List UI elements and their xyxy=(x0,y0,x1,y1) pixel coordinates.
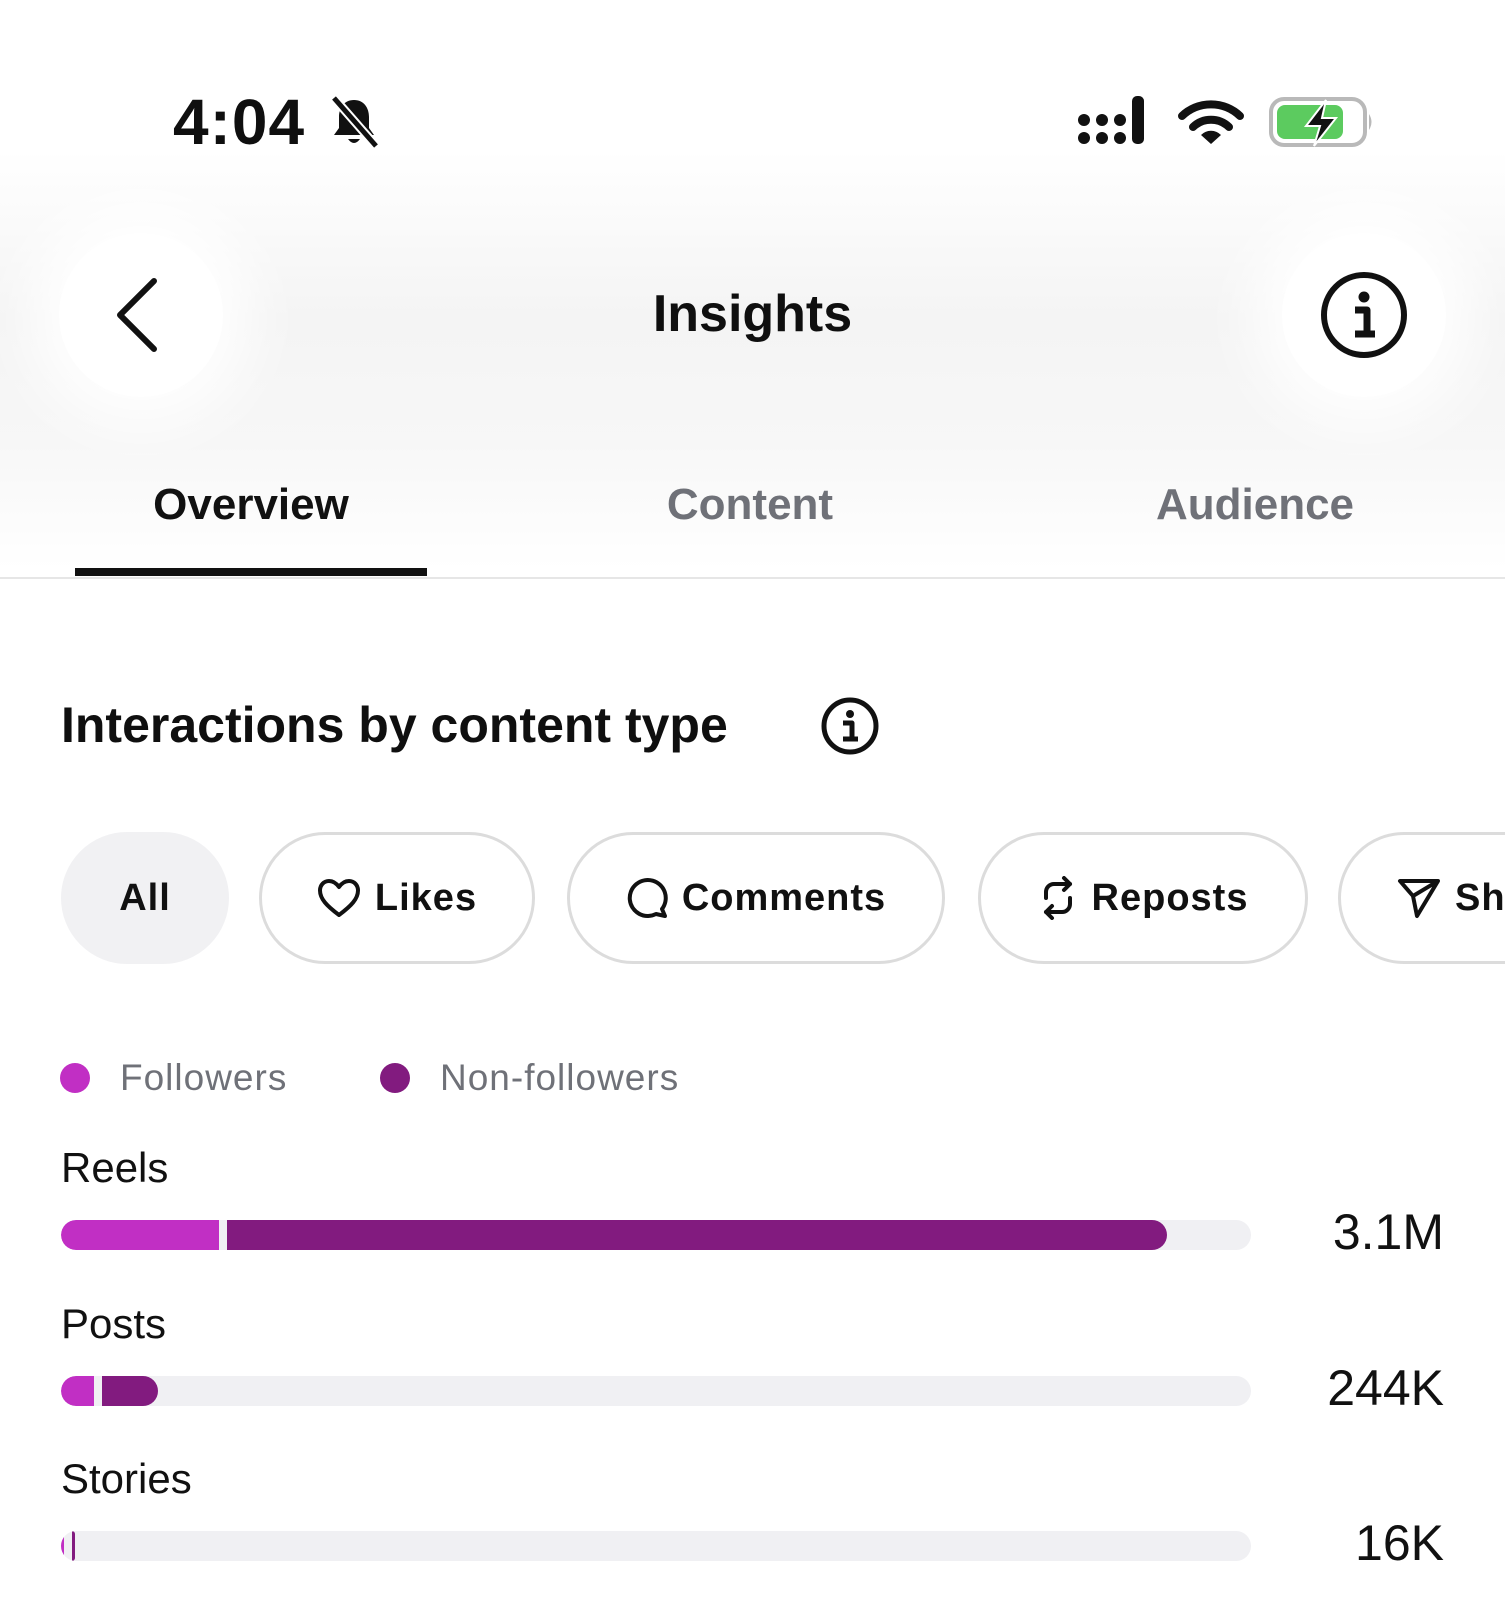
filter-chip-label: Comments xyxy=(681,876,887,919)
tab-audience[interactable]: Audience xyxy=(1155,480,1355,529)
filter-chip-shares[interactable]: Sh xyxy=(1338,832,1505,964)
bar-segment-followers xyxy=(61,1531,64,1561)
bar-segment-followers xyxy=(61,1220,220,1250)
bar-segment-non-followers xyxy=(72,1531,75,1561)
wifi-icon xyxy=(1178,100,1244,144)
filter-chip-comments[interactable]: Comments xyxy=(567,832,945,964)
filter-chips: All Likes Comments Reposts Sh xyxy=(0,832,1505,968)
active-tab-indicator xyxy=(75,568,427,576)
share-icon xyxy=(1398,879,1440,918)
info-icon xyxy=(1321,272,1407,358)
bar-track xyxy=(61,1220,1251,1250)
heart-icon xyxy=(317,879,360,917)
filter-chip-likes[interactable]: Likes xyxy=(259,832,535,964)
legend-non-followers: Non-followers xyxy=(380,1054,679,1102)
tab-overview[interactable]: Overview xyxy=(153,480,349,529)
bar-label: Posts xyxy=(61,1300,167,1347)
bar-track xyxy=(61,1376,1251,1406)
tab-content[interactable]: Content xyxy=(666,480,834,529)
legend-dot-followers xyxy=(60,1063,90,1093)
filter-chip-label: Reposts xyxy=(1091,876,1249,919)
bar-value: 244K xyxy=(1327,1360,1444,1416)
section-title: Interactions by content type xyxy=(61,697,728,753)
chevron-left-icon xyxy=(117,278,157,352)
filter-chip-all[interactable]: All xyxy=(61,832,229,964)
bar-segment-non-followers xyxy=(102,1376,159,1406)
battery-charging-icon xyxy=(1269,97,1372,147)
filter-chip-label: All xyxy=(119,876,171,919)
back-button[interactable] xyxy=(59,233,223,397)
legend-dot-non-followers xyxy=(380,1063,410,1093)
bar-label: Reels xyxy=(61,1144,169,1191)
bar-label: Stories xyxy=(61,1455,192,1502)
status-bar: 4:04 xyxy=(0,0,1505,190)
info-button[interactable] xyxy=(1282,233,1446,397)
status-time: 4:04 xyxy=(173,86,306,158)
bar-track xyxy=(61,1531,1251,1561)
bell-off-icon xyxy=(330,95,380,149)
cellular-signal-icon xyxy=(1078,96,1144,144)
bar-segment-non-followers xyxy=(227,1220,1168,1250)
filter-chip-label: Likes xyxy=(374,876,478,919)
section-info-icon[interactable] xyxy=(820,696,880,756)
repost-icon xyxy=(1043,876,1072,920)
header-background xyxy=(0,150,1505,570)
legend-label: Followers xyxy=(120,1057,288,1098)
page-title: Insights xyxy=(652,285,853,343)
bar-segment-followers xyxy=(61,1376,95,1406)
legend-label: Non-followers xyxy=(440,1057,680,1098)
bar-value: 16K xyxy=(1355,1515,1444,1571)
filter-chip-reposts[interactable]: Reposts xyxy=(978,832,1308,964)
legend-followers: Followers xyxy=(60,1054,287,1102)
filter-chip-label: Sh xyxy=(1455,876,1505,919)
bar-value: 3.1M xyxy=(1332,1204,1444,1260)
tab-bar: Overview Content Audience xyxy=(0,455,1505,579)
comment-icon xyxy=(627,878,668,918)
